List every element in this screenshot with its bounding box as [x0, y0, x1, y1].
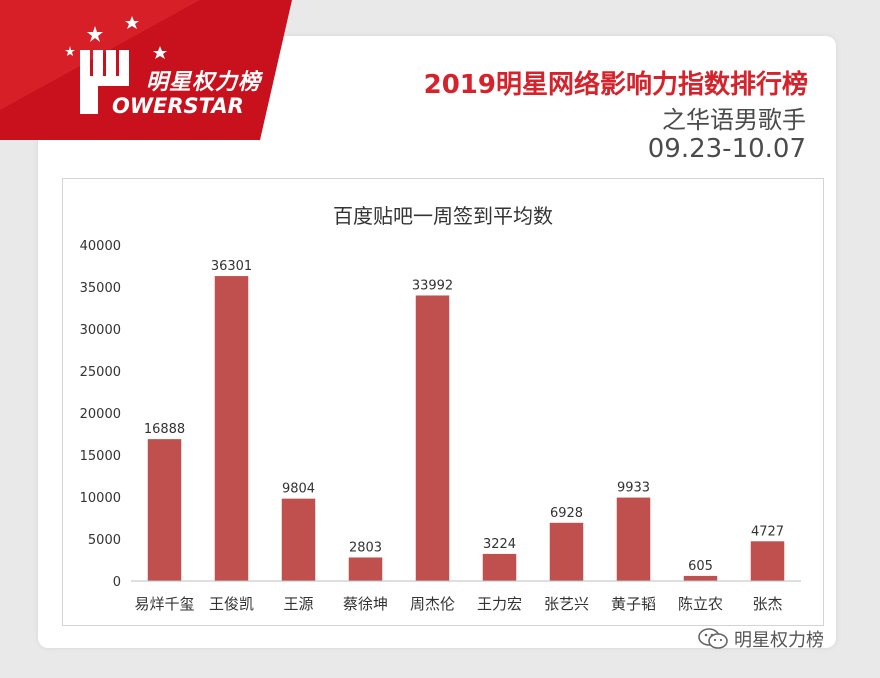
- y-tick-label: 5000: [88, 533, 121, 548]
- page-title: 2019明星网络影响力指数排行榜: [423, 70, 808, 100]
- x-tick-label: 王俊凯: [209, 595, 254, 613]
- y-tick-label: 40000: [80, 239, 121, 254]
- bar: [750, 541, 785, 581]
- bar: [281, 498, 316, 581]
- x-tick-label: 黄子韬: [611, 595, 656, 613]
- x-axis: 易烊千玺 王俊凯 王源 蔡徐坤 周杰伦 王力宏 张艺兴 黄子韬 陈立农 张杰: [131, 580, 801, 613]
- bars: 16888 36301 9804 2803 33992 3224 6928 9933 605 47…: [144, 259, 785, 581]
- x-tick-label: 蔡徐坤: [343, 595, 388, 613]
- chart-frame: 百度贴吧一周签到平均数 0 5000 10000 15000 20000 25000 300…: [62, 178, 824, 626]
- bar: [147, 439, 182, 581]
- chart-title: 百度贴吧一周签到平均数: [333, 204, 553, 228]
- bar: [214, 276, 249, 581]
- x-tick-label: 张艺兴: [544, 595, 589, 613]
- x-tick-label: 周杰伦: [410, 595, 455, 613]
- bar: [482, 553, 517, 581]
- y-tick-label: 30000: [80, 323, 121, 338]
- brand-logo-en: OWERSTAR: [112, 94, 244, 118]
- y-tick-label: 35000: [80, 281, 121, 296]
- x-tick-label: 张杰: [752, 595, 782, 613]
- y-tick-label: 25000: [80, 365, 121, 380]
- x-tick-label: 王力宏: [477, 595, 522, 613]
- page-subtitle: 之华语男歌手: [662, 106, 806, 134]
- logo-mark-icon: [80, 50, 129, 114]
- y-tick-label: 20000: [80, 407, 121, 422]
- data-label: 4727: [751, 524, 784, 539]
- data-label: 36301: [211, 259, 252, 274]
- data-label: 9933: [617, 481, 650, 496]
- wechat-icon: [698, 628, 728, 649]
- y-tick-label: 10000: [80, 491, 121, 506]
- data-label: 2803: [349, 540, 382, 555]
- data-label: 9804: [282, 482, 315, 497]
- data-label: 605: [688, 559, 713, 574]
- bar: [549, 522, 584, 581]
- data-label: 3224: [483, 537, 516, 552]
- y-tick-label: 0: [113, 575, 121, 590]
- brand-banner: [0, 0, 292, 140]
- bar: [683, 575, 718, 581]
- x-tick-label: 易烊千玺: [134, 595, 194, 613]
- star-icon: [65, 16, 167, 59]
- x-tick-label: 陈立农: [678, 595, 723, 613]
- bar: [348, 557, 383, 581]
- y-axis: 0 5000 10000 15000 20000 25000 30000 35000 40000: [80, 239, 121, 590]
- bar-chart: 百度贴吧一周签到平均数 0 5000 10000 15000 20000 25000 300…: [80, 204, 801, 613]
- data-label: 16888: [144, 422, 185, 437]
- date-range: 09.23-10.07: [647, 134, 806, 164]
- data-label: 6928: [550, 506, 583, 521]
- watermark-text: 明星权力榜: [734, 630, 824, 651]
- bar: [415, 295, 450, 581]
- brand-logo-cn: 明星权力榜: [146, 70, 262, 95]
- y-tick-label: 15000: [80, 449, 121, 464]
- x-tick-label: 王源: [283, 595, 313, 613]
- bar: [616, 497, 651, 581]
- data-label: 33992: [412, 278, 453, 293]
